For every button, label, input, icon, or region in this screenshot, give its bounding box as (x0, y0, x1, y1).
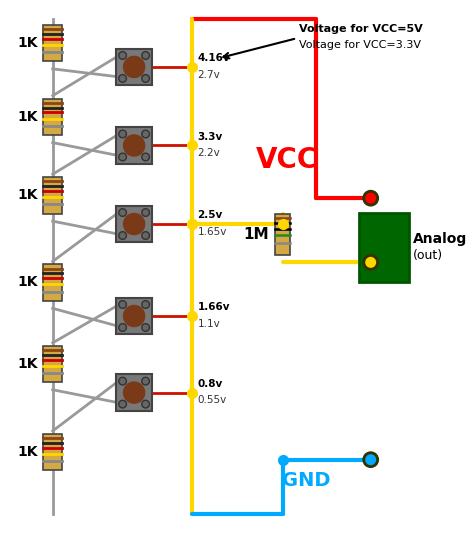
Text: 1K: 1K (18, 188, 38, 202)
Bar (275, 214, 290, 255)
Circle shape (143, 302, 148, 307)
Circle shape (143, 402, 148, 406)
Bar (359, 213, 409, 281)
Circle shape (120, 325, 125, 330)
Circle shape (119, 130, 127, 138)
Text: GND: GND (283, 471, 331, 490)
Circle shape (120, 210, 125, 215)
Circle shape (366, 193, 375, 203)
Circle shape (124, 135, 145, 156)
Text: 2.7v: 2.7v (197, 70, 220, 80)
Text: 0.8v: 0.8v (197, 379, 223, 389)
Circle shape (120, 53, 125, 58)
Circle shape (120, 233, 125, 238)
Circle shape (143, 325, 148, 330)
Text: 1K: 1K (18, 110, 38, 124)
Circle shape (119, 209, 127, 216)
Circle shape (119, 75, 127, 82)
Text: 4.16v: 4.16v (197, 54, 230, 63)
Circle shape (142, 209, 149, 216)
Circle shape (124, 214, 145, 235)
Text: (out): (out) (413, 249, 443, 262)
Circle shape (119, 153, 127, 161)
Circle shape (124, 56, 145, 77)
Circle shape (120, 131, 125, 136)
Circle shape (119, 400, 127, 408)
Circle shape (363, 255, 378, 270)
Circle shape (142, 301, 149, 308)
Text: 1K: 1K (18, 275, 38, 289)
Bar (43, 98, 62, 135)
Text: Voltage for VCC=3.3V: Voltage for VCC=3.3V (299, 40, 421, 50)
Circle shape (120, 379, 125, 384)
Circle shape (143, 53, 148, 58)
Circle shape (142, 324, 149, 331)
Text: 0.55v: 0.55v (197, 395, 227, 405)
Text: 1K: 1K (18, 357, 38, 371)
Circle shape (143, 210, 148, 215)
Circle shape (119, 324, 127, 331)
Text: 1.66v: 1.66v (197, 302, 230, 312)
Circle shape (119, 51, 127, 60)
Bar (43, 25, 62, 61)
Text: 1K: 1K (18, 445, 38, 459)
Text: Analog: Analog (413, 233, 467, 246)
Bar (116, 127, 152, 164)
Bar (43, 177, 62, 214)
Circle shape (363, 190, 378, 206)
Circle shape (142, 75, 149, 82)
Circle shape (142, 130, 149, 138)
Text: 1M: 1M (244, 227, 269, 242)
Circle shape (124, 382, 145, 403)
Circle shape (120, 302, 125, 307)
Bar (43, 264, 62, 301)
Circle shape (143, 155, 148, 160)
Bar (116, 49, 152, 85)
Circle shape (142, 232, 149, 239)
Circle shape (142, 377, 149, 385)
Circle shape (142, 153, 149, 161)
Circle shape (119, 377, 127, 385)
Circle shape (363, 452, 378, 467)
Text: 1K: 1K (18, 36, 38, 50)
Circle shape (366, 258, 375, 267)
Circle shape (124, 306, 145, 327)
Text: 2.2v: 2.2v (197, 148, 220, 158)
Circle shape (143, 76, 148, 81)
Bar (116, 298, 152, 334)
Circle shape (120, 402, 125, 406)
Bar (116, 206, 152, 242)
Bar (43, 346, 62, 382)
Text: Voltage for VCC=5V: Voltage for VCC=5V (299, 24, 423, 34)
Bar (43, 434, 62, 470)
Circle shape (143, 233, 148, 238)
Circle shape (143, 131, 148, 136)
Circle shape (142, 400, 149, 408)
Circle shape (119, 232, 127, 239)
Bar (116, 374, 152, 411)
Text: 1.65v: 1.65v (197, 227, 227, 237)
Circle shape (143, 379, 148, 384)
Text: 2.5v: 2.5v (197, 210, 223, 220)
Circle shape (120, 76, 125, 81)
Circle shape (366, 455, 375, 465)
Text: 1.1v: 1.1v (197, 319, 220, 329)
Circle shape (120, 155, 125, 160)
Circle shape (119, 301, 127, 308)
Text: 3.3v: 3.3v (197, 132, 223, 142)
Circle shape (142, 51, 149, 60)
Text: VCC: VCC (256, 146, 319, 174)
